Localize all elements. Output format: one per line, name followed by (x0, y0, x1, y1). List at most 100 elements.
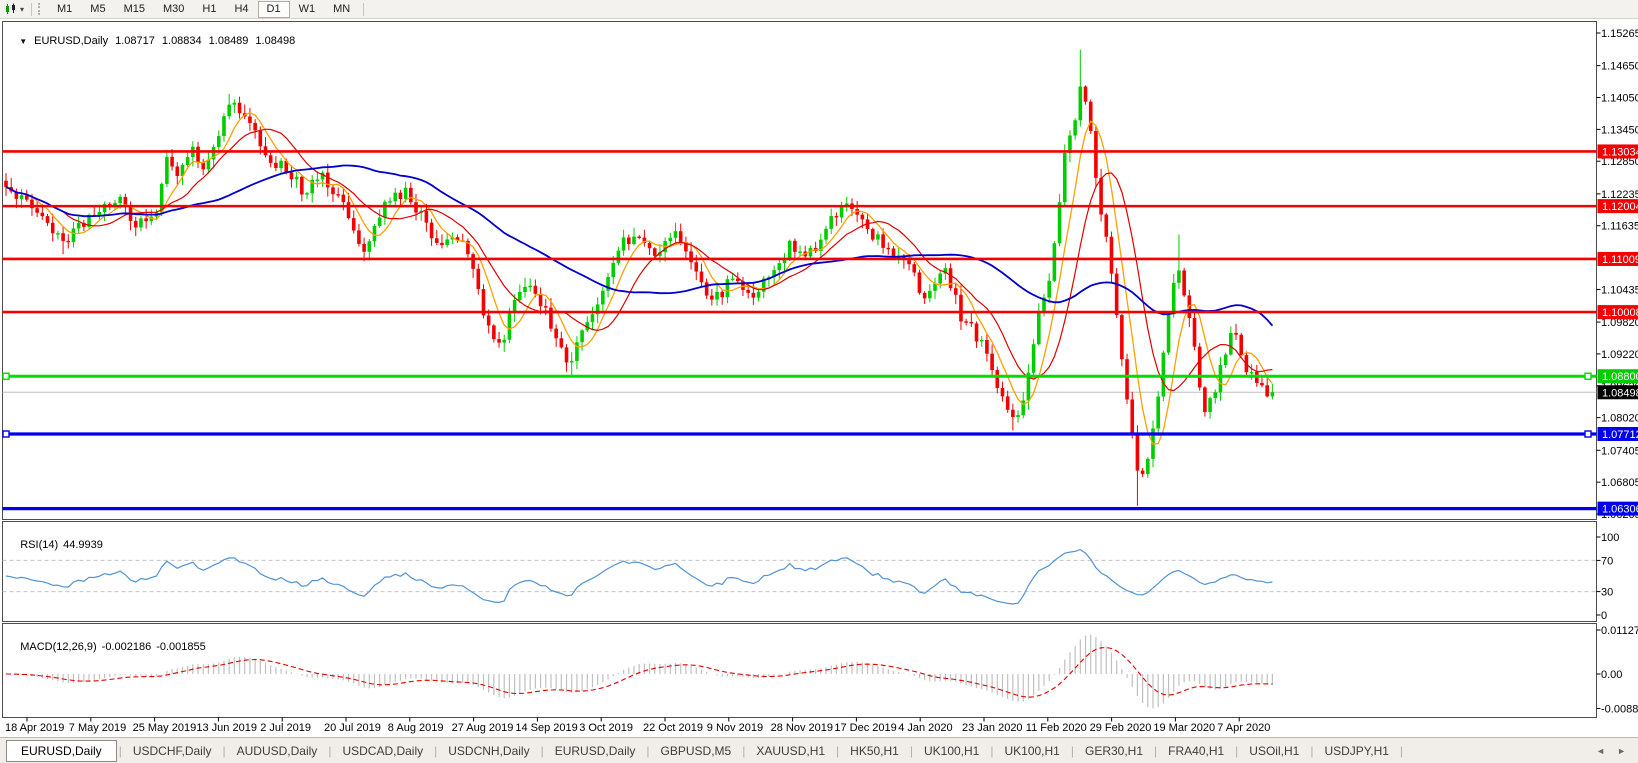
candle-body (50, 222, 55, 234)
candle-body (777, 263, 782, 271)
svg-text:1.11009: 1.11009 (1602, 254, 1638, 266)
candle-body (201, 162, 206, 170)
candle-body (87, 214, 91, 227)
candle-body (907, 260, 911, 265)
candle-body (839, 205, 844, 218)
tab-usdchf-daily-1[interactable]: USDCHF,Daily (132, 743, 212, 758)
candle-body (222, 116, 226, 136)
tab-eurusd-daily-5[interactable]: EURUSD,Daily (554, 743, 636, 758)
tab-audusd-daily-2[interactable]: AUDUSD,Daily (236, 743, 318, 758)
candles-layer[interactable] (4, 49, 1275, 506)
candle-body (315, 179, 320, 181)
tab-eurusd-daily-0[interactable]: EURUSD,Daily (6, 739, 117, 762)
price-badge-1-08800: 1.08800 (1597, 369, 1638, 384)
candle-body (979, 339, 984, 342)
candle-body (471, 254, 475, 269)
level-line-handle[interactable] (1584, 430, 1592, 438)
candle-body (725, 279, 730, 298)
date-label: 19 Mar 2020 (1153, 722, 1215, 734)
tab-separator: | (328, 743, 332, 758)
timeframe-button-m1[interactable]: M1 (57, 2, 73, 15)
candle-body (497, 339, 501, 343)
date-label: 7 May 2019 (69, 722, 126, 734)
candle-body (995, 370, 1000, 388)
candle-body (611, 262, 616, 278)
candle-body (383, 201, 387, 218)
candle-body (320, 172, 325, 180)
timeframe-button-m5[interactable]: M5 (90, 2, 106, 15)
price-tick-label: 1.14050 (1601, 93, 1638, 105)
tab-usoil-h1-13[interactable]: USOil,H1 (1249, 743, 1300, 758)
candle-body (518, 291, 522, 300)
tab-separator: | (990, 743, 994, 758)
date-label: 28 Nov 2019 (771, 722, 833, 734)
candle-body (632, 236, 636, 244)
candle-body (325, 172, 330, 188)
svg-text:1.08800: 1.08800 (1602, 371, 1638, 383)
tab-gbpusd-m5-6[interactable]: GBPUSD,M5 (660, 743, 732, 758)
candle-body (1000, 387, 1005, 397)
tab-separator: | (1070, 743, 1074, 758)
ma-line-fast (5, 111, 1273, 445)
candle-body (1156, 396, 1160, 429)
tab-fra40-h1-12[interactable]: FRA40,H1 (1168, 743, 1225, 758)
tab-xauusd-h1-7[interactable]: XAUUSD,H1 (756, 743, 826, 758)
toolbar-separator (363, 2, 365, 16)
svg-text:1.12004: 1.12004 (1602, 201, 1638, 213)
macd-value: -0.002186 (101, 641, 152, 653)
timeframe-button-mn[interactable]: MN (333, 2, 351, 15)
tab-usdcnh-daily-4[interactable]: USDCNH,Daily (448, 743, 530, 758)
candle-body (481, 289, 486, 316)
tab-uk100-h1-9[interactable]: UK100,H1 (923, 743, 980, 758)
level-line-handle[interactable] (2, 430, 10, 438)
tab-separator: | (909, 743, 913, 758)
price-tick-label: 1.12850 (1601, 156, 1638, 168)
candle-body (585, 322, 590, 331)
candle-body (528, 285, 532, 288)
candle-body (1140, 470, 1145, 474)
date-axis[interactable]: 18 Apr 2019 7 May 2019 25 May 2019 13 Jun 2… (5, 717, 1270, 735)
candle-body (305, 193, 309, 195)
toolbar-grip-handle[interactable] (38, 3, 42, 15)
candle-body (543, 306, 548, 308)
tab-usdjpy-h1-14[interactable]: USDJPY,H1 (1324, 743, 1389, 758)
tab-separator: | (434, 743, 438, 758)
date-label: 20 Jul 2019 (324, 722, 381, 734)
candle-body (492, 325, 496, 340)
timeframe-button-m15[interactable]: M15 (123, 2, 145, 15)
level-line-handle[interactable] (1584, 372, 1592, 380)
candle-body (673, 231, 678, 238)
tab-uk100-h1-10[interactable]: UK100,H1 (1004, 743, 1060, 758)
timeframe-button-h1[interactable]: H1 (202, 2, 217, 15)
price-tick-label: 1.12235 (1601, 189, 1638, 201)
tab-separator: | (118, 743, 122, 758)
candle-body (554, 328, 558, 339)
candle-body (351, 218, 356, 231)
candle-body (40, 212, 45, 217)
chevron-down-icon[interactable]: ▾ (20, 4, 25, 14)
candle-body (694, 262, 699, 272)
tab-scroll-left-icon[interactable]: ◄ (1596, 745, 1606, 756)
tab-separator: | (646, 743, 650, 758)
candle-body (829, 216, 834, 229)
level-line-handle[interactable] (2, 372, 10, 380)
timeframe-button-w1[interactable]: W1 (298, 2, 316, 15)
tab-scroll-right-icon[interactable]: ► (1617, 745, 1626, 756)
timeframe-button-h4[interactable]: H4 (234, 2, 249, 15)
candlestick-chart-icon[interactable] (5, 3, 18, 15)
chart-canvas[interactable]: 1.15265 1.14650 1.14050 1.13450 1.12850 1.122… (0, 20, 1638, 737)
candle-body (715, 291, 719, 300)
collapse-chart-icon[interactable]: ▼ (19, 37, 28, 46)
timeframe-button-m30[interactable]: M30 (162, 2, 185, 15)
candle-body (253, 122, 257, 131)
candle-body (1249, 371, 1254, 374)
tab-ger30-h1-11[interactable]: GER30,H1 (1084, 743, 1144, 758)
tab-usdcad-daily-3[interactable]: USDCAD,Daily (342, 743, 424, 758)
tab-hk50-h1-8[interactable]: HK50,H1 (850, 743, 899, 758)
candle-body (486, 315, 491, 326)
price-badge-1-12004: 1.12004 (1597, 199, 1638, 214)
candle-body (943, 268, 948, 274)
timeframe-button-d1[interactable]: D1 (257, 0, 290, 18)
candle-body (741, 281, 745, 290)
candle-body (248, 116, 252, 123)
